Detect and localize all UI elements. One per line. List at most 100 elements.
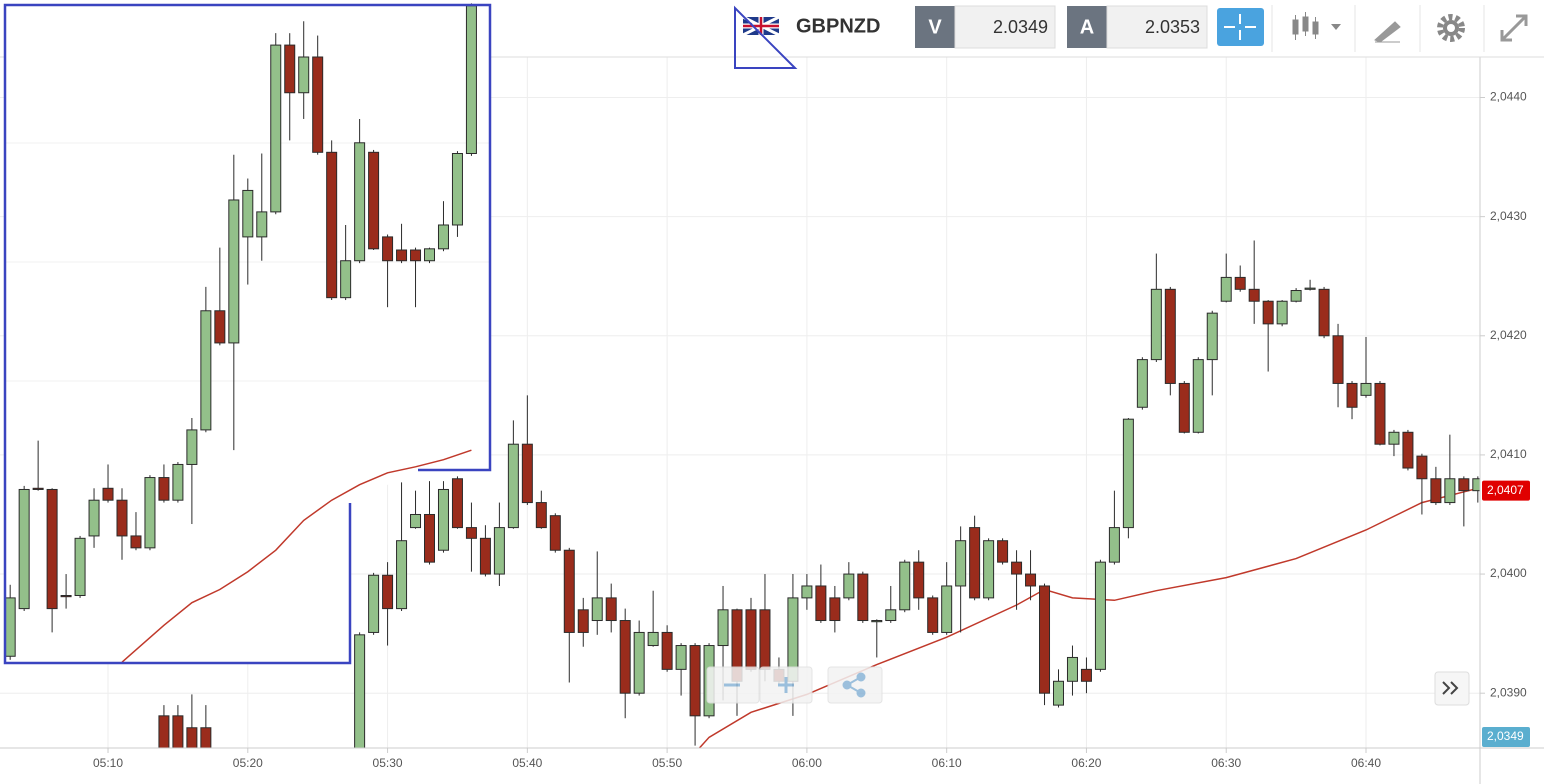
candle-body bbox=[242, 189, 254, 238]
share-button[interactable] bbox=[827, 666, 883, 704]
candle-body bbox=[102, 487, 114, 501]
candle-body bbox=[200, 727, 212, 748]
candle-body bbox=[256, 211, 268, 238]
zoom-in-icon bbox=[778, 677, 794, 693]
candle-body bbox=[1416, 455, 1428, 480]
candle-body bbox=[298, 56, 310, 94]
candle-body bbox=[172, 715, 184, 748]
inset-border bbox=[3, 3, 492, 665]
candle-body bbox=[46, 488, 58, 610]
x-tick-label: 05:50 bbox=[652, 756, 682, 770]
x-tick-label: 06:40 bbox=[1351, 756, 1381, 770]
candle-body bbox=[955, 540, 967, 587]
settings-button[interactable] bbox=[1437, 14, 1465, 42]
x-tick-label: 06:20 bbox=[1071, 756, 1101, 770]
candle-body bbox=[983, 540, 995, 599]
sell-price: 2.0349 bbox=[993, 17, 1048, 37]
candle-body bbox=[214, 310, 226, 344]
fullscreen-button[interactable] bbox=[1500, 14, 1528, 42]
candle-body bbox=[1248, 288, 1260, 302]
crosshair-button[interactable] bbox=[1217, 8, 1264, 46]
candle-body bbox=[1444, 478, 1456, 504]
candle-body bbox=[633, 631, 645, 694]
candle-body bbox=[689, 645, 701, 717]
candle-body bbox=[368, 574, 380, 633]
candle-body bbox=[1164, 288, 1176, 384]
candle-body bbox=[354, 142, 366, 262]
candle-body bbox=[451, 478, 463, 529]
y-tick-label: 2,0420 bbox=[1490, 328, 1527, 342]
candle-body bbox=[1360, 382, 1372, 396]
candle-body bbox=[410, 513, 422, 529]
candle-body bbox=[354, 634, 366, 748]
y-tick-label: 2,0400 bbox=[1490, 566, 1527, 580]
candle-body bbox=[1262, 300, 1274, 325]
candle-body bbox=[270, 44, 282, 213]
candle-body bbox=[1318, 288, 1330, 337]
candle-body bbox=[158, 477, 170, 501]
candle-body bbox=[18, 488, 30, 610]
buy-button[interactable] bbox=[1067, 6, 1107, 48]
sell-price-box[interactable] bbox=[954, 5, 1056, 49]
candle-body bbox=[74, 537, 86, 597]
chart-type-button[interactable] bbox=[1292, 12, 1341, 40]
candle-body bbox=[1430, 478, 1442, 504]
candle-body bbox=[1472, 478, 1480, 492]
candle-body bbox=[410, 249, 422, 262]
candle-body bbox=[563, 549, 575, 633]
moving-average bbox=[121, 449, 472, 663]
candle-body bbox=[382, 236, 394, 262]
candle-body bbox=[661, 631, 673, 670]
candle-body bbox=[437, 488, 449, 551]
candle-body bbox=[549, 515, 561, 551]
toolbar: GBPNZD V 2.0349 A 2.0353 bbox=[742, 5, 1528, 52]
candle-body bbox=[591, 597, 603, 622]
scroll-right-button[interactable] bbox=[1434, 671, 1470, 706]
x-tick-label: 06:30 bbox=[1211, 756, 1241, 770]
candle-body bbox=[60, 595, 72, 598]
candle-body bbox=[396, 249, 408, 262]
last-price-tag bbox=[1482, 480, 1530, 501]
candle-body bbox=[382, 574, 394, 610]
candle-body bbox=[228, 199, 240, 344]
candle-body bbox=[1066, 656, 1078, 682]
candle-body bbox=[1276, 300, 1288, 325]
last-price-label: 2,0407 bbox=[1487, 483, 1524, 497]
plot bbox=[158, 240, 1480, 748]
candle-body bbox=[1234, 276, 1246, 290]
candle-body bbox=[1206, 312, 1218, 361]
scroll-right-icon bbox=[1442, 681, 1459, 695]
candle-body bbox=[899, 561, 911, 611]
candle-body bbox=[1011, 561, 1023, 575]
bid-tag bbox=[1482, 727, 1530, 747]
candle-body bbox=[647, 631, 659, 647]
candle-body bbox=[535, 502, 547, 529]
candle-body bbox=[605, 597, 617, 622]
candle-body bbox=[465, 527, 477, 539]
bid-tag-label: 2,0349 bbox=[1487, 729, 1524, 743]
x-tick-label: 05:30 bbox=[373, 756, 403, 770]
buy-price-box[interactable] bbox=[1106, 5, 1208, 49]
candle-body bbox=[4, 597, 16, 657]
candle-body bbox=[1025, 573, 1037, 587]
candle-body bbox=[843, 573, 855, 599]
draw-button[interactable] bbox=[1374, 21, 1401, 43]
candle-body bbox=[144, 477, 156, 549]
candle-body bbox=[1136, 359, 1148, 408]
candle-body bbox=[885, 609, 897, 622]
candle-body bbox=[1332, 335, 1344, 384]
candle-body bbox=[1122, 418, 1134, 529]
x-tick-label: 06:10 bbox=[932, 756, 962, 770]
y-tick-label: 2,0440 bbox=[1490, 90, 1527, 104]
candle-body bbox=[424, 248, 436, 262]
candle-body bbox=[815, 585, 827, 622]
sell-button[interactable] bbox=[915, 6, 955, 48]
candle-body bbox=[1458, 478, 1470, 492]
crosshair-icon bbox=[1224, 14, 1256, 40]
candle-body bbox=[1178, 382, 1190, 433]
annotation-triangle bbox=[734, 5, 798, 69]
candle-body bbox=[1150, 288, 1162, 361]
axes: 2,0390 2,0400 2,0410 2,0420 2,0430 2,0440 05:1… bbox=[93, 90, 1530, 770]
candle-body bbox=[130, 535, 142, 549]
